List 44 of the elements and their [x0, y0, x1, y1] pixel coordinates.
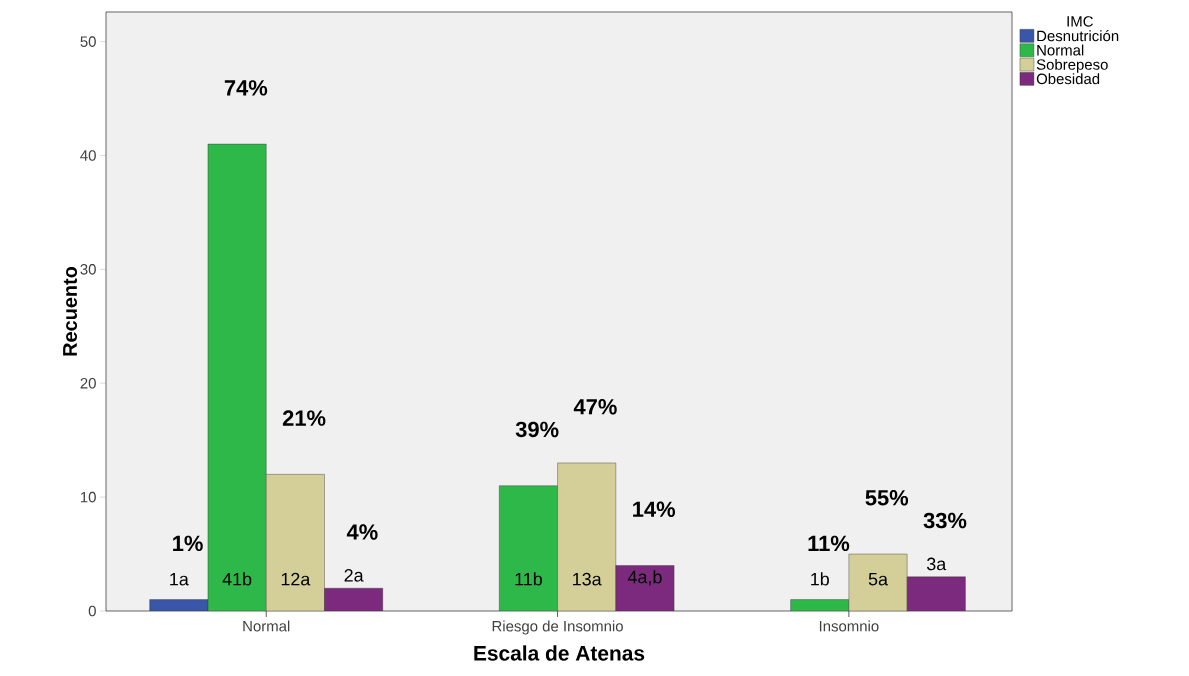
bar: [499, 485, 558, 611]
annotation: 14%: [633, 501, 676, 517]
y-tick-label: 20: [80, 377, 96, 389]
y-tick-label: 10: [81, 491, 96, 503]
data-label: 5a: [868, 572, 888, 586]
data-label: 2a: [344, 569, 364, 582]
data-label: 1b: [811, 572, 829, 586]
data-label: 41b: [222, 572, 252, 586]
annotation: 1%: [173, 535, 203, 552]
annotation: 39%: [515, 421, 559, 438]
y-tick-label: 50: [80, 36, 96, 47]
x-tick-label: Riesgo de Insomnio: [492, 620, 623, 635]
y-tick-label: 40: [80, 150, 96, 161]
annotation: 33%: [923, 512, 967, 529]
y-tick-label: 30: [80, 264, 96, 275]
y-axis-title: Recuento: [63, 266, 78, 356]
legend-label: Sobrepeso: [1036, 58, 1108, 73]
data-label: 3a: [926, 557, 947, 571]
data-label: 12a: [281, 572, 311, 586]
y-tick-label: 0: [88, 605, 96, 617]
bar: [615, 565, 675, 611]
legend-label: Desnutrición: [1037, 30, 1119, 42]
legend-label: Obesidad: [1036, 73, 1100, 85]
bar: [848, 553, 908, 611]
annotation: 55%: [865, 490, 909, 506]
data-label: 4a,b: [627, 570, 662, 586]
legend-label: Normal: [1037, 44, 1084, 56]
annotation: 11%: [808, 535, 850, 552]
bar: [906, 576, 966, 611]
bar: [266, 474, 325, 611]
annotation: 21%: [282, 410, 326, 426]
bar: [207, 143, 267, 611]
bar: [557, 462, 617, 611]
x-tick-label: Normal: [243, 620, 290, 632]
annotation: 47%: [573, 399, 617, 415]
x-tick-label: Insomnio: [819, 620, 879, 632]
data-label: 13a: [573, 572, 602, 586]
data-label: 11b: [515, 572, 542, 586]
bar: [324, 588, 383, 611]
annotation: 4%: [346, 524, 378, 540]
x-axis-title: Escala de Atenas: [474, 645, 645, 661]
data-label: 1a: [170, 572, 189, 586]
legend-title: IMC: [1067, 16, 1093, 27]
annotation: 74%: [224, 80, 268, 96]
